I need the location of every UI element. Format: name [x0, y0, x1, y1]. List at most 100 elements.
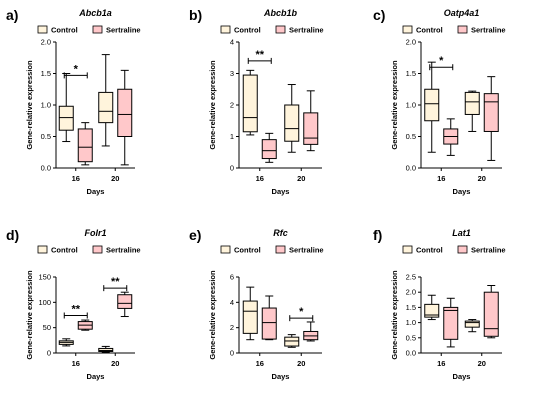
box-iqr: [117, 294, 133, 309]
panel-e: e) Rfc Control Sertraline 0 2 4 6 16 20 Days Gene-r…: [189, 227, 324, 381]
box-iqr: [242, 74, 258, 133]
box-sertraline-day-16: [261, 295, 277, 341]
legend-swatch-control: [37, 25, 48, 34]
x-axis-label: Days: [272, 372, 290, 381]
significance-bracket: *: [429, 55, 454, 71]
box-control-day-20: [98, 345, 114, 353]
significance-label: *: [299, 306, 304, 318]
y-tick-label: 4: [230, 298, 234, 307]
legend-label-control: Control: [234, 26, 261, 35]
panel-label: d): [6, 227, 19, 243]
x-tick-label: 16: [72, 359, 80, 368]
box-sertraline-day-20: [117, 69, 133, 166]
panel-d: d) Folr1 Control Sertraline 0 50 100 150 16 20 Day…: [6, 227, 141, 381]
y-tick-label: 0.0: [406, 164, 416, 173]
legend-swatch-sertraline: [457, 25, 468, 34]
legend-label-control: Control: [234, 246, 261, 255]
significance-label: **: [111, 276, 120, 288]
box-iqr: [443, 306, 459, 340]
legend-swatch-sertraline: [275, 25, 286, 34]
significance-bracket: *: [289, 306, 314, 322]
y-tick-label: 0.0: [406, 349, 416, 358]
x-tick-label: 20: [478, 359, 486, 368]
box-iqr: [98, 347, 114, 352]
x-tick-label: 16: [72, 174, 80, 183]
y-axis-label: Gene-relative expression: [390, 60, 399, 150]
significance-label: **: [71, 304, 80, 316]
y-tick-label: 0.0: [41, 164, 51, 173]
legend-label-sertraline: Sertraline: [289, 26, 324, 35]
box-iqr: [261, 139, 277, 160]
box-control-day-16: [424, 61, 440, 153]
box-iqr: [98, 91, 114, 124]
legend-label-control: Control: [416, 246, 443, 255]
box-control-day-16: [242, 69, 258, 136]
box-control-day-16: [242, 286, 258, 341]
y-tick-label: 50: [43, 323, 51, 332]
y-tick-label: 2.5: [406, 273, 416, 282]
y-tick-label: 0: [47, 349, 51, 358]
y-tick-label: 2.0: [41, 38, 51, 47]
y-tick-label: 0.5: [41, 132, 51, 141]
y-tick-label: 2.0: [406, 38, 416, 47]
legend-swatch-sertraline: [457, 245, 468, 254]
x-tick-label: 20: [297, 174, 305, 183]
legend-swatch-control: [402, 25, 413, 34]
legend-label-sertraline: Sertraline: [106, 26, 141, 35]
box-iqr: [284, 104, 300, 142]
box-sertraline-day-20: [483, 76, 499, 161]
box-iqr: [77, 128, 93, 163]
box-sertraline-day-20: [303, 321, 319, 342]
legend-swatch-sertraline: [92, 245, 103, 254]
x-axis-label: Days: [453, 187, 471, 196]
box-sertraline-day-16: [261, 132, 277, 163]
significance-bracket: **: [247, 49, 272, 64]
legend-swatch-control: [402, 245, 413, 254]
x-tick-label: 20: [111, 174, 119, 183]
box-iqr: [424, 303, 440, 318]
panel-label: f): [373, 227, 382, 243]
panel-label: a): [6, 7, 18, 23]
y-axis-label: Gene-relative expression: [390, 270, 399, 360]
y-tick-label: 150: [38, 273, 51, 282]
x-tick-label: 20: [111, 359, 119, 368]
legend-label-sertraline: Sertraline: [471, 26, 506, 35]
x-tick-label: 20: [297, 359, 305, 368]
significance-label: *: [74, 63, 79, 75]
significance-bracket: **: [103, 276, 128, 292]
y-tick-label: 1: [230, 132, 234, 141]
box-control-day-16: [58, 338, 74, 347]
legend-swatch-control: [37, 245, 48, 254]
box-iqr: [261, 307, 277, 340]
legend-swatch-sertraline: [275, 245, 286, 254]
box-sertraline-day-16: [443, 297, 459, 348]
panel-f: f) Lat1 Control Sertraline 0.0 0.5 1.0 1.5 2.0 2.…: [373, 227, 506, 381]
box-sertraline-day-20: [303, 90, 319, 152]
panel-title: Rfc: [273, 228, 288, 238]
x-tick-label: 16: [437, 359, 445, 368]
box-iqr: [303, 112, 319, 145]
y-tick-label: 2: [230, 101, 234, 110]
y-tick-label: 1.5: [406, 69, 416, 78]
y-tick-label: 2.0: [406, 288, 416, 297]
legend-label-sertraline: Sertraline: [471, 246, 506, 255]
box-sertraline-day-16: [77, 319, 93, 331]
y-tick-label: 1.5: [41, 69, 51, 78]
box-control-day-16: [424, 294, 440, 321]
panel-title: Abcb1a: [78, 8, 112, 18]
y-tick-label: 1.0: [406, 101, 416, 110]
panel-label: c): [373, 7, 385, 23]
box-control-day-16: [58, 73, 74, 143]
y-tick-label: 3: [230, 69, 234, 78]
box-iqr: [464, 320, 480, 328]
box-control-day-20: [98, 54, 114, 147]
legend-label-control: Control: [416, 26, 443, 35]
x-tick-label: 16: [256, 359, 264, 368]
legend-label-control: Control: [51, 26, 78, 35]
box-iqr: [424, 88, 440, 122]
x-tick-label: 16: [256, 174, 264, 183]
box-sertraline-day-20: [117, 291, 133, 318]
